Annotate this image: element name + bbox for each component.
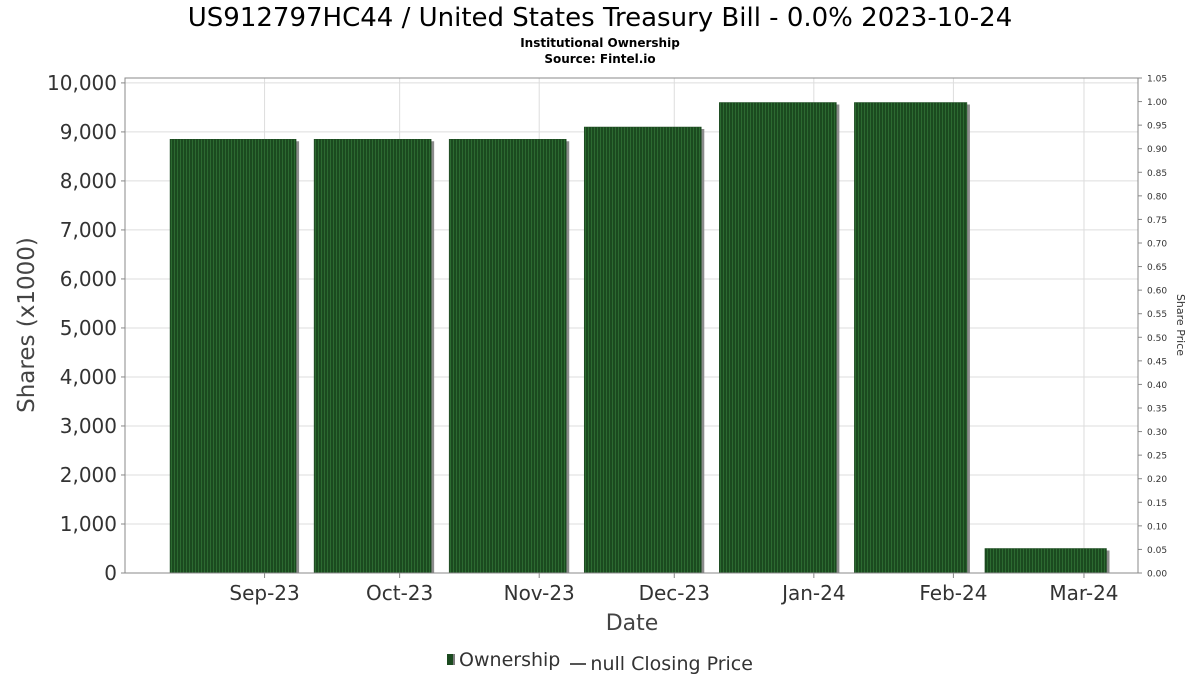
y2-tick-label: 0.65 [1147,263,1167,273]
y2-tick-label: 1.00 [1147,98,1167,108]
y2-tick-label: 0.40 [1147,381,1167,391]
y2-tick-label: 0.80 [1147,192,1167,202]
y2-tick-label: 0.25 [1147,452,1167,462]
chart-source: Source: Fintel.io [544,52,656,66]
chart-subtitle: Institutional Ownership [520,36,680,50]
y2-tick-label: 0.35 [1147,405,1167,415]
y2-tick-label: 0.00 [1147,570,1167,580]
ownership-bar [583,126,702,574]
y2-tick-label: 0.05 [1147,546,1167,556]
y2-tick-label: 0.60 [1147,287,1167,297]
legend-price-label: null Closing Price [590,653,753,675]
ownership-bar [984,548,1107,574]
y2-tick-label: 0.55 [1147,310,1167,320]
ownership-swatch-icon [447,654,456,665]
y-tick-label: 4,000 [60,365,117,389]
y-tick-label: 10,000 [47,71,117,95]
y2-tick-label: 0.95 [1147,122,1167,132]
y-tick-label: 8,000 [60,169,117,193]
price-line-icon [570,663,587,665]
legend-price: null Closing Price [570,652,753,676]
y2-tick-label: 0.75 [1147,216,1167,226]
y-tick-label: 6,000 [60,267,117,291]
x-tick-label: Feb-24 [919,581,987,605]
y-axis-label: Shares (x1000) [14,237,40,413]
ownership-bar [313,139,432,574]
legend: Ownership null Closing Price [0,647,1200,676]
y2-tick-label: 0.85 [1147,169,1167,179]
y-tick-label: 5,000 [60,316,117,340]
x-tick-label: Sep-23 [229,581,299,605]
y2-tick-label: 0.30 [1147,428,1167,438]
y-tick-label: 3,000 [60,414,117,438]
x-tick-label: Oct-23 [366,581,433,605]
y2-tick-label: 1.05 [1147,75,1167,85]
y-tick-label: 2,000 [60,463,117,487]
y2-tick-label: 0.15 [1147,499,1167,509]
ownership-bar [854,102,968,574]
x-tick-label: Jan-24 [780,581,846,605]
y2-tick-label: 0.45 [1147,357,1167,367]
y2-tick-label: 0.90 [1147,145,1167,155]
y2-tick-label: 0.50 [1147,334,1167,344]
y2-tick-label: 0.70 [1147,240,1167,250]
chart-title: US912797HC44 / United States Treasury Bi… [187,3,1013,33]
legend-ownership: Ownership [447,648,560,672]
y-tick-label: 0 [104,561,117,585]
x-tick-label: Mar-24 [1049,581,1118,605]
legend-ownership-label: Ownership [459,648,561,671]
ownership-bar [169,139,297,574]
ownership-bar [448,139,567,574]
y2-tick-label: 0.10 [1147,522,1167,532]
y2-tick-label: 0.20 [1147,475,1167,485]
y-tick-label: 7,000 [60,218,117,242]
y-tick-label: 1,000 [60,512,117,536]
ownership-bar [719,102,837,574]
y2-axis-label: Share Price [1174,294,1187,356]
x-tick-label: Dec-23 [639,581,710,605]
plot-frame [124,77,1139,574]
x-tick-label: Nov-23 [504,581,575,605]
x-axis-label: Date [606,611,659,636]
y-tick-label: 9,000 [60,120,117,144]
